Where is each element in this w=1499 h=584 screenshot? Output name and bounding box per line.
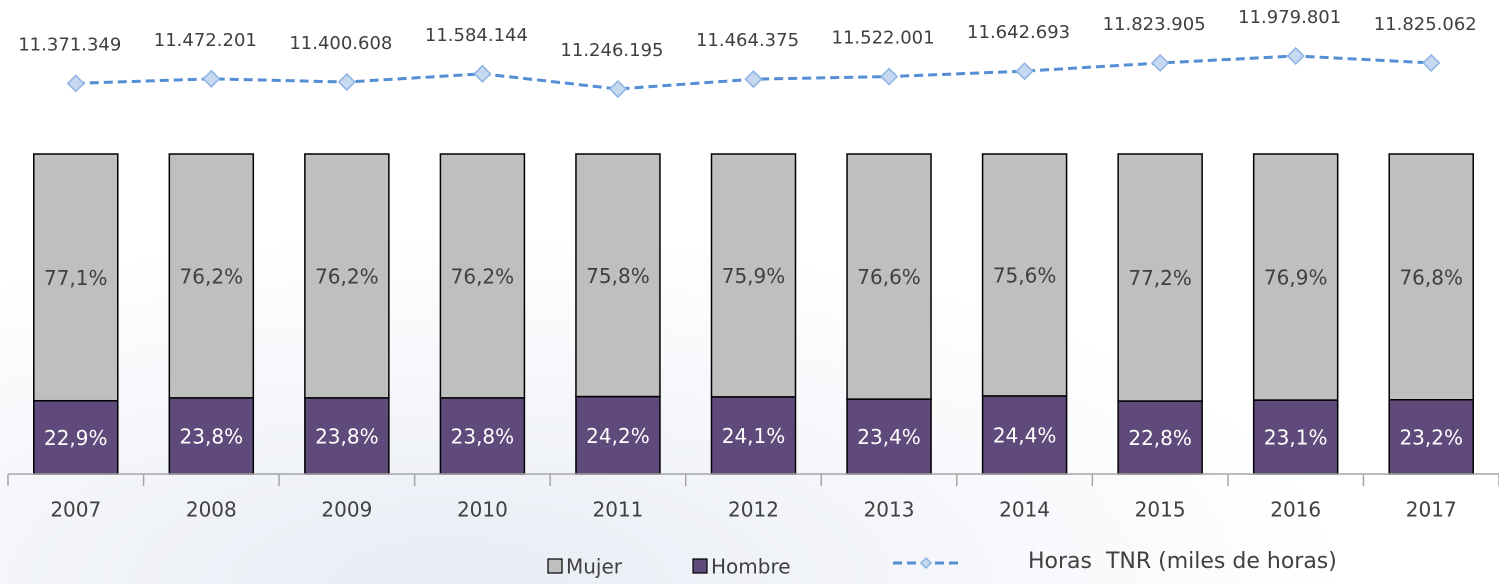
bar-segment [1117, 153, 1203, 402]
data-label: 23,2% [1399, 425, 1463, 449]
data-label: 11.472.201 [154, 30, 257, 51]
data-label: 23,8% [315, 424, 379, 448]
bar-segment [33, 399, 119, 475]
data-label: 23,8% [180, 424, 244, 448]
x-tick-label: 2013 [864, 498, 915, 522]
legend-swatch [547, 558, 563, 574]
data-label: 24,4% [993, 423, 1057, 447]
data-label: 76,9% [1264, 266, 1328, 290]
legend-label: Mujer [566, 555, 623, 579]
bar-segment [710, 153, 797, 398]
line-marker [1422, 53, 1441, 72]
line-marker [202, 69, 221, 88]
data-label: 11.371.349 [18, 34, 121, 55]
x-tick-label: 2015 [1135, 498, 1186, 522]
data-label: 23,4% [857, 425, 921, 449]
bar-segment [439, 153, 526, 399]
data-label: 11.584.144 [425, 25, 528, 46]
data-label: 24,1% [722, 424, 786, 448]
data-label: 76,2% [315, 264, 379, 288]
data-label: 75,6% [993, 263, 1057, 287]
bar-segment [846, 398, 932, 475]
line-marker [473, 64, 492, 83]
data-label: 75,8% [586, 264, 650, 288]
data-label: 11.246.195 [560, 40, 663, 61]
bar-segment [575, 153, 661, 398]
bar-segment [168, 153, 255, 399]
x-tick-label: 2016 [1270, 498, 1321, 522]
data-label: 76,2% [180, 264, 244, 288]
bar-segment [1388, 153, 1474, 401]
data-label: 76,6% [857, 265, 921, 289]
legend-label: Horas TNR (miles de horas) [1028, 549, 1337, 574]
data-label: 75,9% [722, 264, 786, 288]
line-marker [879, 67, 899, 86]
data-label: 11.825.062 [1374, 14, 1477, 35]
data-label: 11.979.801 [1238, 7, 1341, 28]
data-label: 23,8% [451, 424, 515, 448]
line-marker [608, 79, 628, 99]
data-label: 22,8% [1128, 426, 1192, 450]
bar-segment [1117, 400, 1203, 475]
line-marker [1151, 53, 1170, 73]
x-tick-label: 2009 [321, 498, 372, 522]
bar-segment [304, 153, 390, 399]
bar-segment [304, 397, 390, 475]
data-label: 76,2% [451, 264, 515, 288]
bar-segment [981, 395, 1068, 475]
data-label: 76,8% [1399, 265, 1463, 289]
data-label: 23,1% [1264, 426, 1328, 450]
x-tick-label: 2011 [593, 498, 644, 522]
bar-segment [846, 153, 932, 400]
data-label: 77,1% [44, 266, 108, 290]
data-label: 77,2% [1128, 266, 1192, 290]
x-tick-label: 2010 [457, 498, 508, 522]
line-marker [1015, 62, 1034, 81]
data-label: 11.464.375 [696, 30, 799, 51]
x-tick-label: 2014 [999, 498, 1050, 522]
data-label: 22,9% [44, 426, 108, 450]
bar-segment [1252, 153, 1339, 401]
line-marker [337, 72, 356, 92]
x-tick-label: 2012 [728, 498, 779, 522]
line-marker [1286, 46, 1305, 66]
legend-swatch [692, 558, 708, 574]
legend-label: Hombre [711, 555, 791, 579]
x-tick-label: 2007 [50, 498, 101, 522]
data-label: 11.522.001 [832, 28, 935, 49]
data-label: 11.823.905 [1103, 14, 1206, 35]
bar-segment [981, 153, 1068, 397]
bar-segment [33, 153, 119, 402]
data-label: 24,2% [586, 424, 650, 448]
line-marker [66, 74, 85, 93]
line-marker [744, 70, 763, 89]
legend-marker [919, 556, 933, 570]
data-label: 11.400.608 [289, 33, 392, 54]
data-label: 11.642.693 [967, 22, 1070, 43]
x-tick-label: 2008 [186, 498, 237, 522]
x-tick-label: 2017 [1406, 498, 1457, 522]
